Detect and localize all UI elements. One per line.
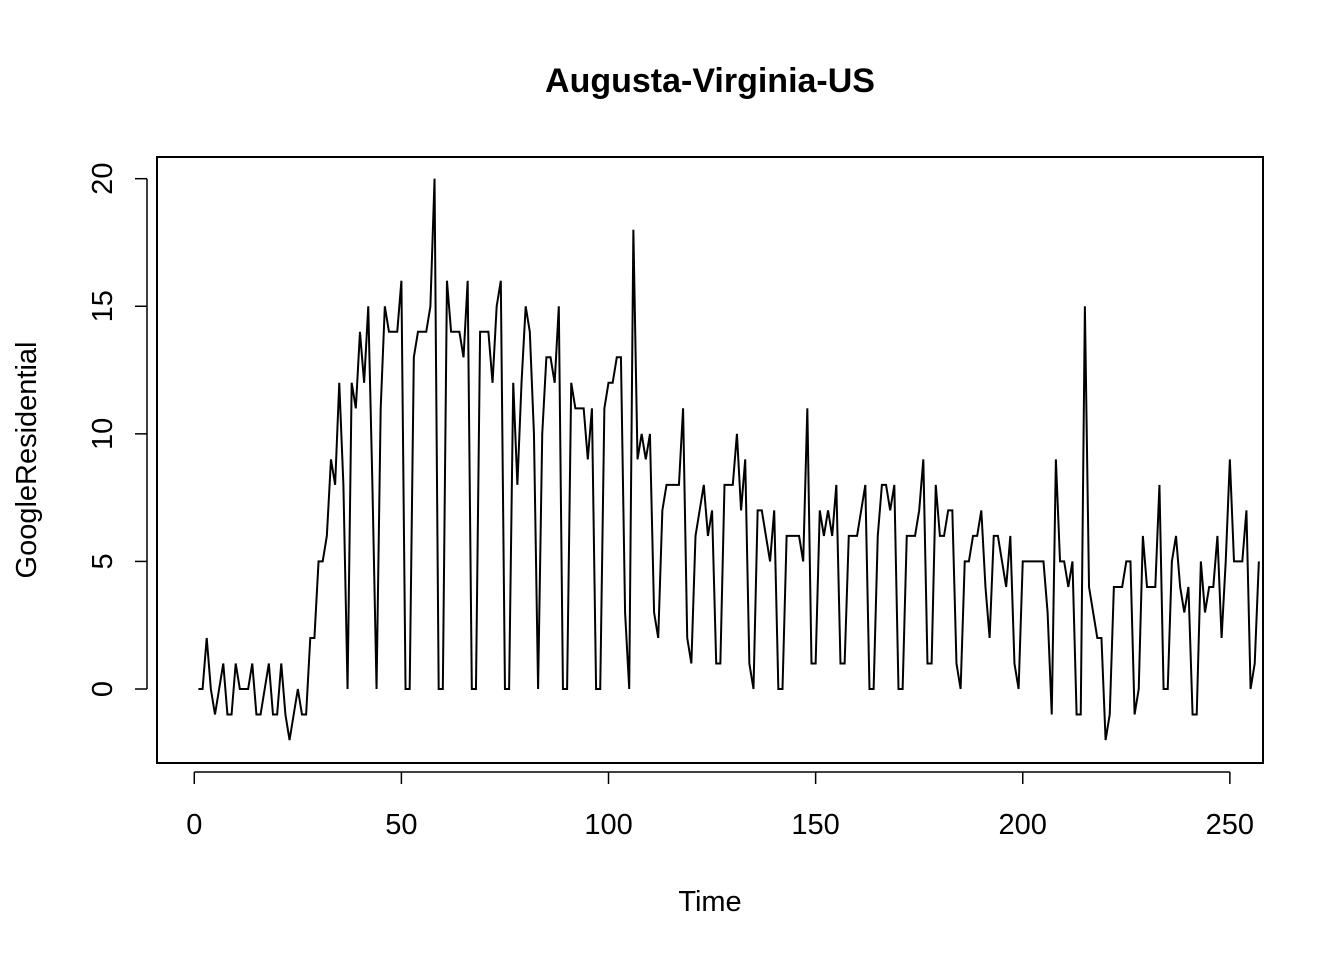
x-axis-label: Time [678, 886, 741, 918]
series-layer [198, 178, 1260, 741]
y-tick-label: 0 [87, 681, 119, 697]
y-tick-label: 15 [87, 290, 119, 322]
series-line [198, 178, 1260, 741]
x-tick-label: 50 [385, 809, 417, 841]
y-tick-label: 10 [87, 418, 119, 450]
x-tick-label: 100 [584, 809, 632, 841]
y-tick-label: 20 [87, 163, 119, 195]
x-tick-label: 250 [1206, 809, 1254, 841]
x-tick-label: 200 [999, 809, 1047, 841]
chart-title: Augusta-Virginia-US [545, 62, 875, 100]
x-tick-label: 0 [186, 809, 202, 841]
y-axis: 0 5 10 15 20 [87, 163, 148, 697]
x-tick-label: 150 [791, 809, 839, 841]
plot-frame [156, 156, 1264, 764]
y-tick-label: 5 [87, 553, 119, 569]
x-axis: 0 50 100 150 200 250 [186, 771, 1254, 841]
y-axis-label: GoogleResidential [11, 342, 43, 579]
